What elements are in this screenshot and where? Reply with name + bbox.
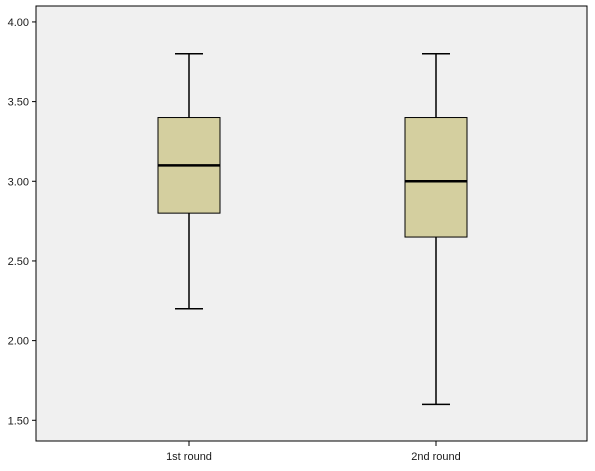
y-axis: 1.50 2.00 2.50 3.00 3.50 4.00 xyxy=(8,17,36,427)
x-tick-label-1: 2nd round xyxy=(411,451,461,463)
plot-area xyxy=(35,5,588,442)
y-tick-label-5: 4.00 xyxy=(8,17,29,29)
y-tick-label-4: 3.50 xyxy=(8,97,29,109)
y-tick-label-1: 2.00 xyxy=(8,336,29,348)
y-tick-label-3: 3.00 xyxy=(8,176,29,188)
iqr-box-1 xyxy=(404,117,468,238)
y-tick-label-0: 1.50 xyxy=(8,415,29,427)
x-axis: 1st round 2nd round xyxy=(166,441,461,463)
y-tick-label-2: 2.50 xyxy=(8,256,29,268)
box-0 xyxy=(157,53,221,310)
box-1 xyxy=(404,53,468,406)
boxes xyxy=(157,53,468,406)
x-tick-label-0: 1st round xyxy=(166,451,212,463)
